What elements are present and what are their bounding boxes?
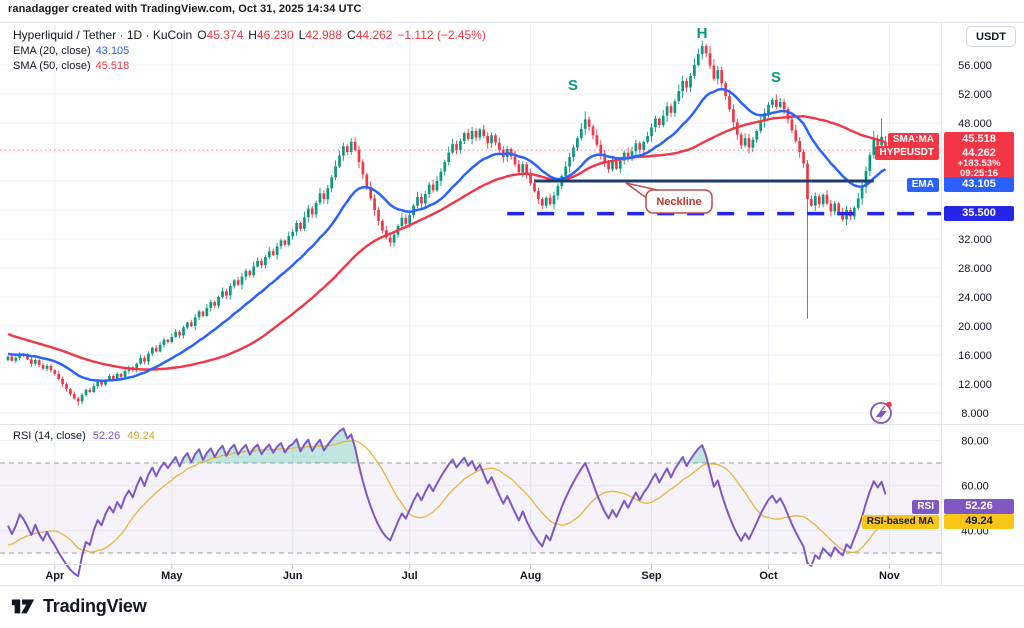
- ohlc-high-label: H: [248, 28, 257, 42]
- alert-lightning-button[interactable]: [870, 401, 892, 424]
- rsi-ma-axis-tag: RSI-based MA: [861, 515, 939, 529]
- ohlc-high-value: 46.230: [256, 28, 294, 42]
- last-price-change: +183.53%: [957, 158, 1001, 169]
- price-tick-label: 48.000: [958, 118, 992, 130]
- footer: TradingView: [10, 594, 147, 618]
- neckline-callout-text: Neckline: [656, 196, 701, 208]
- legend-symbol-row[interactable]: Hyperliquid / Tether · 1D · KuCoin O 45.3…: [13, 27, 486, 43]
- price-tick-label: 16.000: [958, 350, 992, 362]
- rsi-tick-label: 80.00: [961, 436, 989, 448]
- sma-50-line[interactable]: [7, 115, 886, 371]
- time-axis-month-label: May: [161, 570, 183, 582]
- candlestick-series: [6, 40, 887, 406]
- gridlines: [0, 23, 941, 564]
- price-tick-label: 32.000: [958, 234, 992, 246]
- axes[interactable]: 56.000 52.000 48.000 32.000 28.000 24.000 20.0…: [0, 22, 1024, 586]
- rsi-tick-label: 60.00: [961, 481, 989, 493]
- rsi-ma-value: 49.24: [127, 430, 155, 442]
- pattern-annotations[interactable]: S H S Neckline: [507, 25, 941, 424]
- ema-axis-tag: EMA: [906, 178, 939, 192]
- ohlc-change: −1.112 (−2.45%): [397, 28, 486, 42]
- ohlc-low-value: 42.988: [305, 28, 343, 42]
- attribution-bar: ranadagger created with TradingView.com,…: [8, 3, 362, 15]
- sma-axis-value: 45.518: [944, 132, 1014, 147]
- ohlc-close-label: C: [347, 28, 356, 42]
- rsi-label: RSI (14, close): [13, 430, 86, 442]
- legend-sma-row[interactable]: SMA (50, close) 45.518: [13, 58, 486, 73]
- rsi-axis-value: 52.26: [944, 499, 1014, 514]
- support-axis-value: 35.500: [944, 206, 1014, 221]
- symbol-axis-tag: HYPEUSDT: [874, 146, 939, 160]
- price-tick-label: 52.000: [958, 89, 992, 101]
- time-axis-month-label: Oct: [759, 570, 778, 582]
- rsi-legend-row[interactable]: RSI (14, close) 52.26 49.24: [13, 430, 155, 442]
- sma-axis-tag: SMA:MA: [887, 133, 939, 147]
- chart-legend: Hyperliquid / Tether · 1D · KuCoin O 45.3…: [13, 27, 486, 73]
- time-axis-month-label: Sep: [641, 570, 661, 582]
- bar-countdown: 09:25:16: [959, 168, 999, 179]
- attribution-text: ranadagger created with TradingView.com,…: [8, 3, 362, 15]
- rsi-based-ma-line[interactable]: [7, 440, 886, 554]
- price-tick-label: 24.000: [958, 292, 992, 304]
- right-shoulder-marker[interactable]: S: [771, 69, 781, 86]
- time-axis-month-label: Apr: [45, 570, 65, 582]
- symbol-title: Hyperliquid / Tether · 1D · KuCoin: [13, 28, 193, 42]
- sma-label: SMA (50, close): [13, 59, 91, 72]
- ema-label: EMA (20, close): [13, 44, 91, 57]
- last-price-axis-box: 44.262 +183.53% 09:25:16: [944, 145, 1014, 182]
- head-marker[interactable]: H: [697, 25, 708, 42]
- lightning-icon: [876, 406, 887, 422]
- tradingview-logo-icon[interactable]: [10, 594, 36, 618]
- ohlc-open-label: O: [197, 28, 207, 42]
- alert-notification-dot: [886, 401, 892, 408]
- price-tick-label: 12.000: [958, 379, 992, 391]
- sma-value: 45.518: [95, 59, 130, 72]
- price-tick-label: 8.000: [961, 408, 989, 420]
- ema-axis-value: 43.105: [944, 177, 1014, 192]
- ema-value: 43.105: [95, 44, 130, 57]
- time-axis-month-label: Jul: [402, 570, 418, 582]
- ohlc-low-label: L: [298, 28, 306, 42]
- last-price-value: 44.262: [962, 147, 996, 159]
- rsi-pane[interactable]: [0, 427, 941, 578]
- price-tick-label: 20.000: [958, 321, 992, 333]
- legend-ema-row[interactable]: EMA (20, close) 43.105: [13, 43, 486, 58]
- rsi-line[interactable]: [7, 427, 887, 578]
- ema-20-line[interactable]: [7, 87, 887, 383]
- rsi-value: 52.26: [92, 430, 121, 442]
- left-shoulder-marker[interactable]: S: [568, 77, 578, 94]
- neckline-callout-box[interactable]: [645, 189, 713, 214]
- currency-toggle-button[interactable]: USDT: [966, 26, 1016, 47]
- rsi-ma-axis-value: 49.24: [944, 514, 1014, 529]
- time-axis-month-label: Aug: [520, 570, 541, 582]
- price-tick-label: 28.000: [958, 263, 992, 275]
- main-chart-pane[interactable]: [0, 40, 941, 406]
- time-axis-month-label: Jun: [283, 570, 303, 582]
- ohlc-open-value: 45.374: [206, 28, 244, 42]
- time-axis-month-label: Nov: [879, 570, 901, 582]
- rsi-axis-tag: RSI: [912, 500, 939, 514]
- ohlc-close-value: 44.262: [355, 28, 393, 42]
- brand-name[interactable]: TradingView: [43, 595, 147, 616]
- price-tick-label: 56.000: [958, 60, 992, 72]
